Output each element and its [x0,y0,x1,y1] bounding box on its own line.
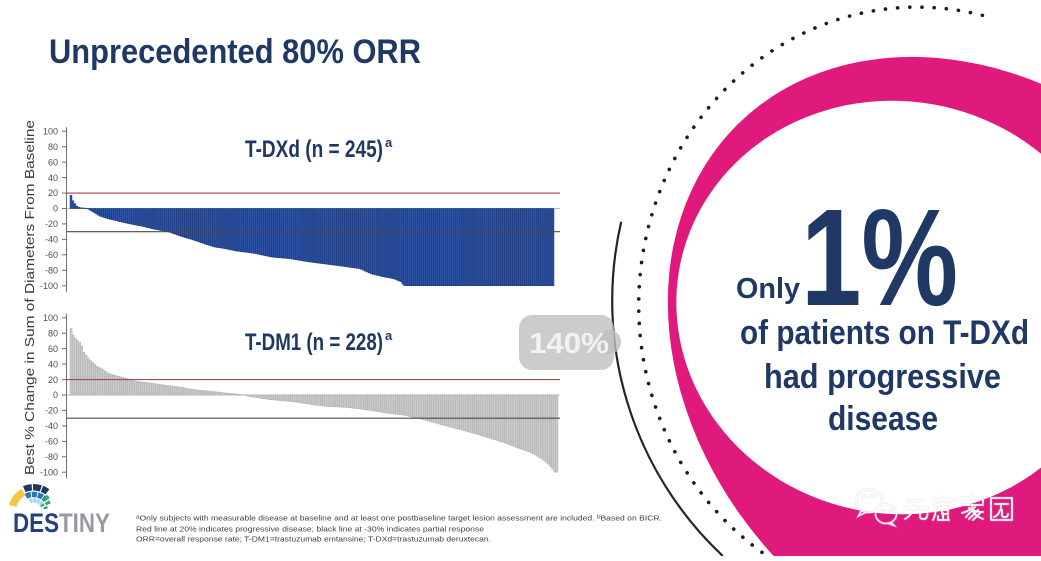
svg-text:Unprecedented 80% ORR: Unprecedented 80% ORR [49,33,421,71]
svg-text:disease: disease [828,400,938,438]
svg-text:40: 40 [48,359,58,369]
svg-text:100: 100 [43,126,58,136]
svg-text:80: 80 [48,142,58,152]
svg-text:-40: -40 [45,235,58,245]
svg-text:1%: 1% [801,181,958,335]
svg-text:Red line at 20% indicates prog: Red line at 20% indicates progressive di… [136,525,484,534]
svg-text:60: 60 [48,157,58,167]
svg-text:of patients on T-DXd: of patients on T-DXd [740,314,1029,352]
svg-text:-60: -60 [45,437,58,447]
svg-text:-100: -100 [40,281,58,291]
svg-text:140%: 140% [529,328,609,360]
svg-text:80: 80 [48,328,58,338]
svg-text:-60: -60 [45,250,58,260]
svg-text:-100: -100 [40,467,58,477]
svg-text:60: 60 [48,344,58,354]
svg-text:a: a [385,328,393,343]
svg-text:20: 20 [48,188,58,198]
svg-text:20: 20 [48,375,58,385]
svg-text:had progressive: had progressive [764,358,1001,396]
svg-text:Best % Change in Sum of Diamet: Best % Change in Sum of Diameters From B… [23,120,37,475]
svg-text:-40: -40 [45,421,58,431]
svg-text:100: 100 [43,313,58,323]
svg-text:aOnly subjects with measurable: aOnly subjects with measurable disease a… [136,514,662,523]
svg-text:T-DM1 (n = 228): T-DM1 (n = 228) [245,329,383,356]
svg-text:T-DXd (n = 245): T-DXd (n = 245) [245,136,383,163]
svg-text:Only: Only [736,273,800,305]
svg-text:DESTINY: DESTINY [13,508,110,538]
svg-text:a: a [385,135,393,150]
svg-text:0: 0 [53,204,58,214]
svg-text:-80: -80 [45,266,58,276]
svg-text:ORR=overall response rate; T-D: ORR=overall response rate; T-DM1=trastuz… [136,535,491,544]
svg-text:0: 0 [53,390,58,400]
svg-text:40: 40 [48,173,58,183]
svg-text:-20: -20 [45,406,58,416]
svg-text:-20: -20 [45,219,58,229]
svg-text:-80: -80 [45,452,58,462]
